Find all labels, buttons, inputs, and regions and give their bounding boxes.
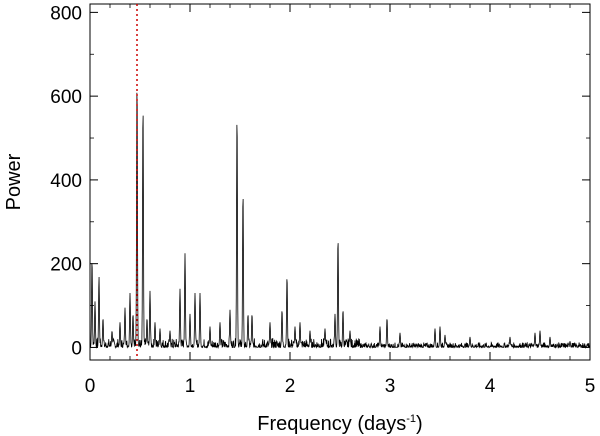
power-spectrum-line — [89, 92, 591, 349]
x-tick-label: 5 — [585, 376, 596, 397]
y-tick-label: 0 — [71, 338, 82, 359]
x-axis-ticks: 0 1 2 3 4 5 — [85, 4, 596, 397]
y-tick-label: 600 — [50, 87, 82, 108]
y-axis-label: Power — [3, 153, 25, 210]
y-tick-label: 800 — [50, 3, 82, 24]
x-tick-label: 2 — [285, 376, 296, 397]
x-axis-label: Frequency (days-1) — [257, 413, 422, 435]
y-axis-ticks: 0 200 400 600 800 — [50, 3, 590, 359]
y-tick-label: 400 — [50, 171, 82, 192]
x-tick-label: 1 — [185, 376, 196, 397]
x-tick-label: 4 — [485, 376, 496, 397]
plot-frame — [89, 3, 591, 361]
y-tick-label: 200 — [50, 255, 82, 276]
x-tick-label: 0 — [85, 376, 96, 397]
x-tick-label: 3 — [385, 376, 396, 397]
